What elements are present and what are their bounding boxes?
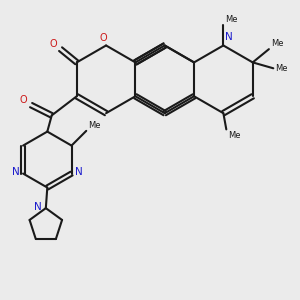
Text: O: O [50, 39, 57, 49]
Text: Me: Me [88, 121, 101, 130]
Text: N: N [225, 32, 232, 42]
Text: Me: Me [271, 39, 284, 48]
Text: N: N [34, 202, 42, 212]
Text: N: N [75, 167, 83, 177]
Text: N: N [12, 167, 20, 177]
Text: Me: Me [275, 64, 288, 73]
Text: O: O [99, 33, 107, 43]
Text: Me: Me [228, 131, 241, 140]
Text: O: O [19, 95, 27, 105]
Text: Me: Me [225, 15, 238, 24]
